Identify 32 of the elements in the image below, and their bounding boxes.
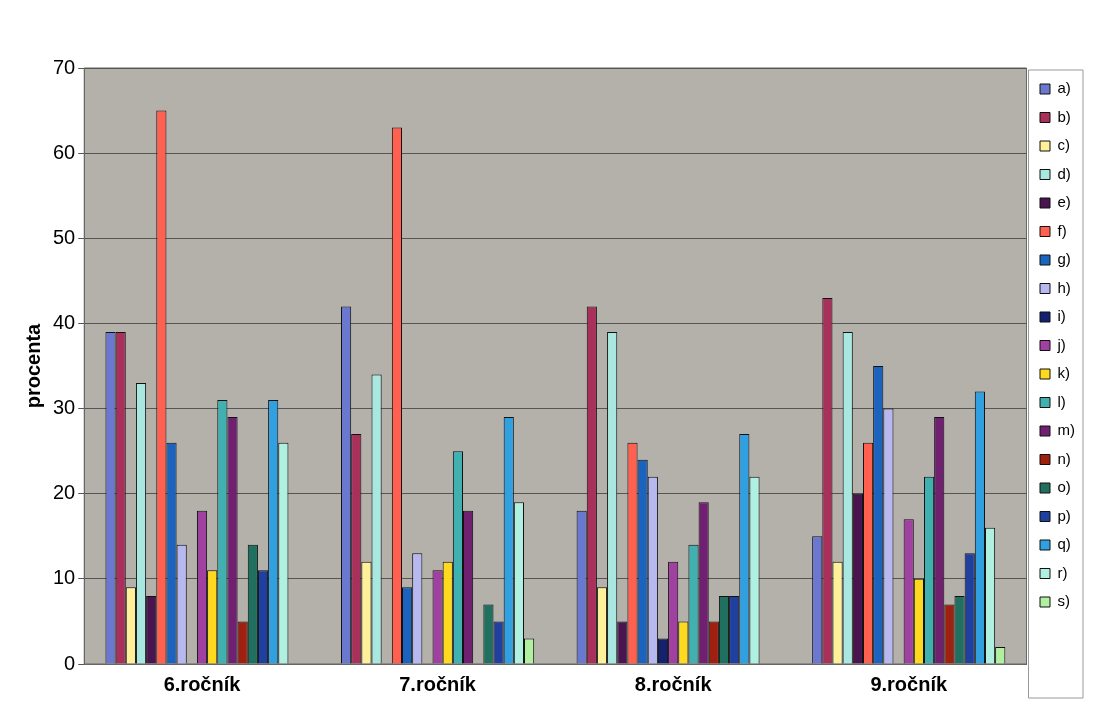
legend-label: a): [1057, 79, 1071, 97]
legend-label: j): [1056, 335, 1066, 353]
legend-label: r): [1057, 563, 1068, 581]
legend-label: e): [1057, 193, 1071, 211]
y-tick-label: 60: [53, 140, 76, 163]
legend-label: b): [1057, 107, 1071, 125]
x-tick-label: 8.ročník: [634, 672, 713, 695]
legend-label: n): [1057, 449, 1071, 467]
legend-label: f): [1057, 221, 1067, 239]
legend-label: q): [1057, 535, 1071, 553]
legend-label: l): [1057, 392, 1066, 410]
y-tick-label: 20: [53, 481, 76, 504]
legend-label: g): [1057, 250, 1071, 268]
y-tick-label: 0: [64, 651, 76, 674]
y-axis-title: procenta: [21, 322, 44, 409]
legend-label: s): [1057, 592, 1071, 610]
x-tick-label: 9.ročník: [870, 672, 948, 695]
legend-label: i): [1057, 307, 1066, 325]
y-tick-label: 70: [53, 55, 76, 78]
y-tick-label: 10: [53, 566, 76, 589]
y-tick-label: 50: [53, 225, 76, 248]
legend-label: h): [1057, 278, 1071, 296]
legend-label: m): [1057, 421, 1076, 439]
legend-label: d): [1057, 164, 1071, 182]
y-tick-label: 30: [53, 396, 76, 419]
y-tick-label: 40: [53, 310, 76, 333]
legend-label: c): [1057, 136, 1071, 154]
legend-label: p): [1057, 506, 1071, 524]
x-tick-label: 7.ročník: [399, 672, 477, 695]
legend-label: o): [1057, 478, 1071, 496]
x-tick-label: 6.ročník: [163, 672, 242, 695]
legend-label: k): [1057, 364, 1071, 382]
